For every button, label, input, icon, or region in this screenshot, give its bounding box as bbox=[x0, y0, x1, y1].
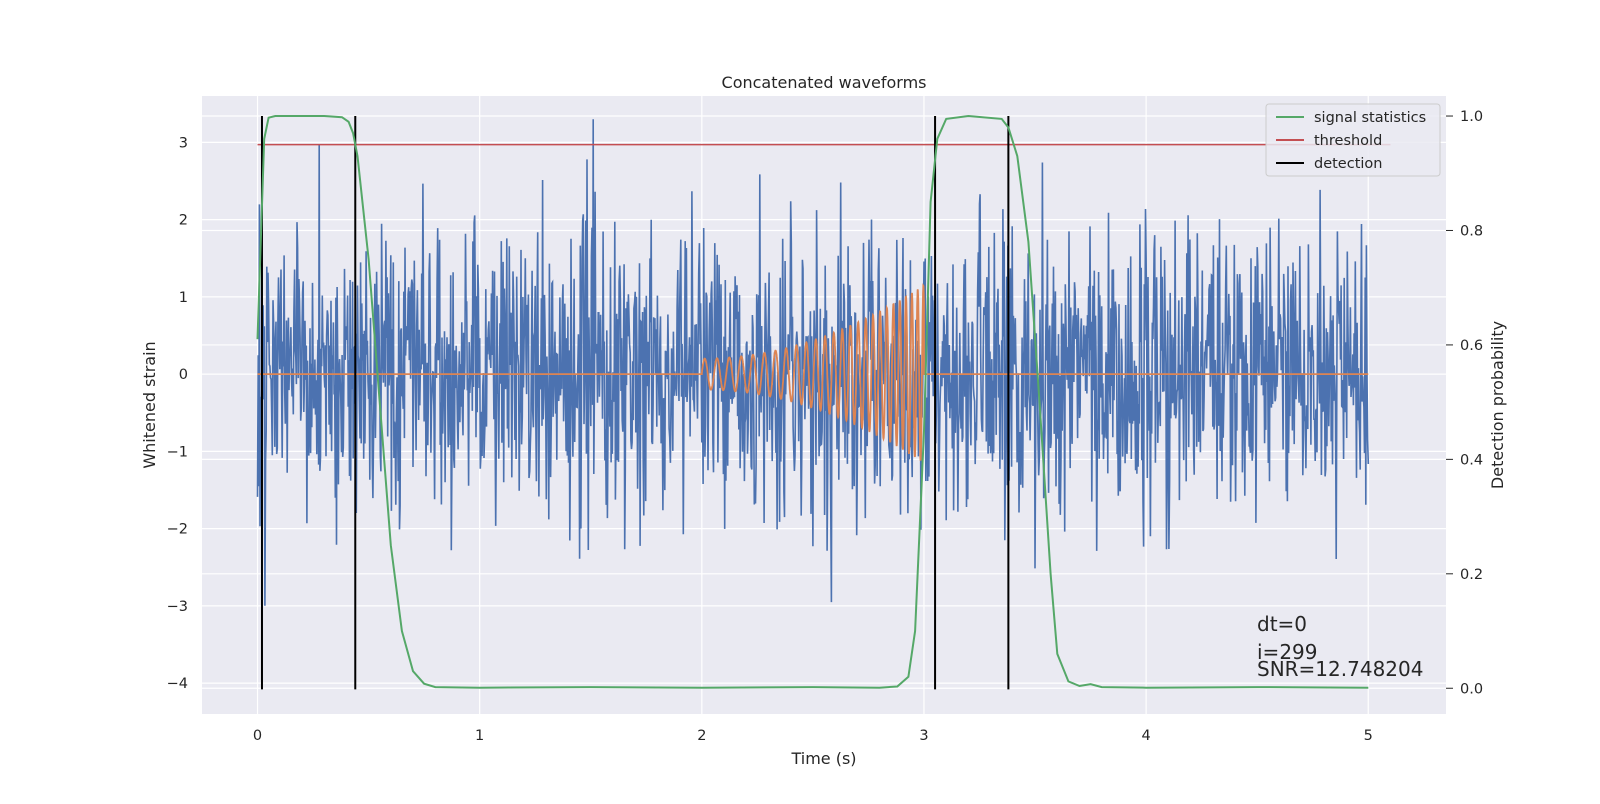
annotation-dt: dt=0 bbox=[1257, 612, 1307, 636]
legend-label-detection: detection bbox=[1314, 156, 1382, 172]
annotation-snr: SNR=12.748204 bbox=[1257, 657, 1423, 681]
y-tick-label: −3 bbox=[167, 599, 188, 615]
plot-area bbox=[256, 114, 1391, 690]
y-axis-label: Whitened strain bbox=[140, 341, 159, 468]
x-axis-label: Time (s) bbox=[790, 749, 856, 768]
x-tick-label: 5 bbox=[1364, 728, 1373, 744]
y2-tick-label: 0.8 bbox=[1460, 223, 1483, 239]
y2-axis-label: Detection probability bbox=[1488, 321, 1507, 489]
x-tick-label: 4 bbox=[1141, 728, 1150, 744]
x-tick-label: 2 bbox=[697, 728, 706, 744]
x-tick-label: 1 bbox=[475, 728, 484, 744]
y2-tick-label: 0.6 bbox=[1460, 338, 1483, 354]
annotations: dt=0 i=299 SNR=12.748204 bbox=[1257, 612, 1423, 681]
y2-tick-label: 0.4 bbox=[1460, 452, 1483, 468]
y-tick-label: −1 bbox=[167, 444, 188, 460]
y-tick-label: −2 bbox=[167, 522, 188, 538]
legend: signal statistics threshold detection bbox=[1265, 103, 1441, 177]
y2-tick-label: 0.0 bbox=[1460, 681, 1483, 697]
signal-statistics-line bbox=[256, 114, 1369, 689]
y-tick-label: 0 bbox=[179, 367, 188, 383]
y-tick-label: 3 bbox=[179, 135, 188, 151]
y-tick-label: 2 bbox=[179, 213, 188, 229]
injection-trace bbox=[257, 283, 1369, 461]
noise-trace bbox=[256, 119, 1370, 606]
annotation-i: i=299 bbox=[1257, 640, 1318, 664]
x-tick-label: 3 bbox=[919, 728, 928, 744]
chart-title: Concatenated waveforms bbox=[722, 73, 927, 92]
ticks: 0 1 2 3 4 5 −4 −3 −2 −1 0 1 2 3 0.0 0.2 0.4 0.6 0.8 1.0 bbox=[167, 109, 1483, 744]
x-tick-label: 0 bbox=[253, 728, 262, 744]
legend-label-signal-statistics: signal statistics bbox=[1314, 110, 1426, 126]
y-tick-label: −4 bbox=[167, 676, 188, 692]
y2-tick-label: 1.0 bbox=[1460, 109, 1483, 125]
legend-label-threshold: threshold bbox=[1314, 133, 1382, 149]
legend-box bbox=[1265, 103, 1441, 177]
y-tick-label: 1 bbox=[179, 290, 188, 306]
y2-tick-label: 0.2 bbox=[1460, 567, 1483, 583]
